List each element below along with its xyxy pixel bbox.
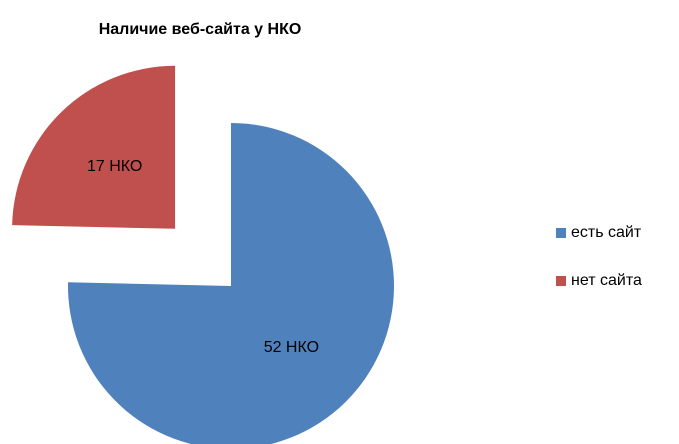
- data-label: 17 НКО: [87, 158, 142, 175]
- legend-label: нет сайта: [571, 272, 642, 289]
- legend-swatch: [556, 276, 566, 286]
- legend-swatch: [556, 228, 566, 238]
- pie-slice: [12, 65, 176, 229]
- data-label: 52 НКО: [264, 339, 319, 356]
- pie-slice: [68, 123, 394, 444]
- legend-label: есть сайт: [571, 224, 642, 241]
- chart-title: Наличие веб-сайта у НКО: [99, 21, 302, 38]
